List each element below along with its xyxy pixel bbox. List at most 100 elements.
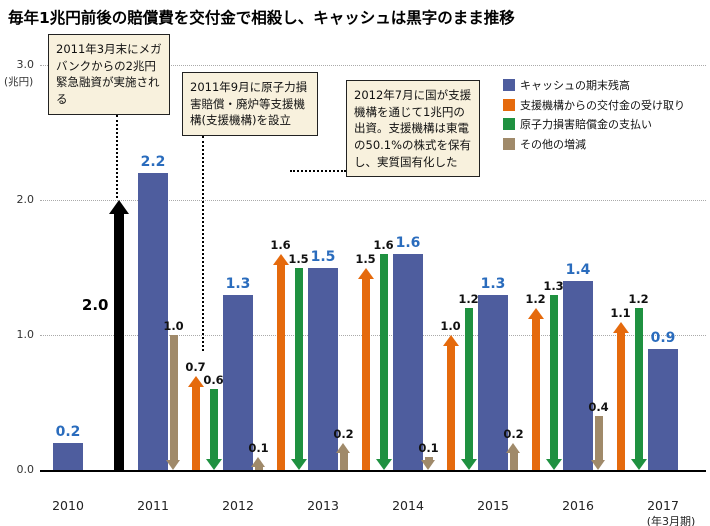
grant-arrow-2011-2012-value: 0.7	[185, 359, 206, 374]
cash-bar-2016	[563, 281, 593, 470]
y-axis-tick-label: 0.0	[16, 463, 35, 476]
loan-arrow-value: 2.0	[81, 296, 109, 314]
grant-arrow-2015-2016-value: 1.2	[525, 292, 546, 306]
x-axis-year-label-2013: 2013	[307, 498, 339, 513]
cash-bar-2015	[478, 294, 508, 470]
cash-bar-2010	[53, 443, 83, 470]
grant-arrow-2012-2013-value: 1.6	[270, 238, 291, 252]
legend-item-3: その他の増減	[503, 136, 685, 152]
cash-bar-value-2010: 0.2	[55, 424, 81, 440]
legend-item-1: 支援機構からの交付金の受け取り	[503, 97, 685, 113]
cash-bar-value-2013: 1.5	[310, 248, 336, 265]
legend-swatch	[503, 118, 515, 130]
annotation-connector-2	[202, 136, 204, 351]
legend-item-0: キャッシュの期末残高	[503, 77, 685, 93]
other-change-arrow-2015-2016-shaft	[509, 453, 518, 470]
x-axis-year-label-2014: 2014	[392, 498, 424, 513]
legend-label: 原子力損害賠償金の支払い	[520, 118, 652, 131]
loan-arrow-shaft	[113, 214, 124, 470]
compensation-arrow-2011-2012-value: 0.6	[203, 373, 224, 387]
other-change-arrow-2011-2012-head	[166, 460, 180, 470]
page-title: 毎年1兆円前後の賠償費を交付金で相殺し、キャッシュは黒字のまま推移	[8, 9, 515, 27]
compensation-arrow-2016-2017-head	[630, 459, 647, 470]
compensation-arrow-2012-2013-head	[290, 459, 307, 470]
gridline	[40, 65, 706, 66]
cash-bar-value-2016: 1.4	[565, 262, 591, 278]
grant-arrow-2011-2012-head	[187, 375, 204, 387]
loan-arrow-head	[108, 200, 129, 214]
grant-arrow-2016-2017-value: 1.1	[610, 305, 631, 320]
compensation-arrow-2016-2017-shaft	[634, 308, 643, 459]
grant-arrow-2014-2015-head	[442, 335, 459, 346]
legend-swatch	[503, 137, 515, 150]
compensation-arrow-2016-2017-value: 1.2	[628, 292, 649, 306]
y-axis-tick-label: 1.0	[16, 328, 35, 341]
x-axis-year-label-2016: 2016	[562, 498, 594, 513]
compensation-arrow-2013-2014-shaft	[379, 254, 388, 459]
cash-bar-2012	[223, 294, 253, 470]
other-change-arrow-2013-2014-shaft	[339, 453, 348, 470]
compensation-arrow-2011-2012-head	[205, 459, 222, 470]
other-change-arrow-2016-2017-value: 0.4	[588, 400, 609, 414]
grant-arrow-2013-2014-shaft	[361, 278, 370, 470]
other-change-arrow-2011-2012-shaft	[169, 335, 178, 460]
other-change-arrow-2015-2016-head	[506, 443, 520, 453]
legend-label: 支援機構からの交付金の受け取り	[520, 98, 685, 112]
other-change-arrow-2014-2015-value: 0.1	[418, 440, 439, 455]
annotation-nationalization: 2012年7月に国が支援機構を通じて1兆円の出資。支援機構は東電の50.1%の株…	[346, 80, 480, 178]
grant-arrow-2016-2017-shaft	[616, 332, 625, 470]
annotation-connector-1	[116, 115, 118, 198]
legend-label: その他の増減	[520, 137, 586, 151]
compensation-arrow-2014-2015-head	[460, 459, 477, 470]
compensation-arrow-2015-2016-shaft	[549, 294, 558, 459]
y-axis-unit-label: (兆円)	[4, 76, 34, 88]
x-axis-year-label-2015: 2015	[477, 498, 509, 513]
other-change-arrow-2012-2013-head	[251, 456, 265, 467]
x-axis-line	[40, 470, 706, 472]
x-axis-year-label-2011: 2011	[137, 498, 169, 513]
compensation-arrow-2012-2013-value: 1.5	[288, 251, 309, 266]
other-change-arrow-2015-2016-value: 0.2	[503, 427, 524, 441]
grant-arrow-2014-2015-shaft	[446, 346, 455, 470]
cash-bar-2014	[393, 254, 423, 470]
grant-arrow-2013-2014-value: 1.5	[355, 251, 376, 266]
cash-bar-value-2011: 2.2	[140, 154, 166, 170]
grant-arrow-2014-2015-value: 1.0	[440, 319, 461, 333]
annotation-support-corporation: 2011年9月に原子力損害賠償・廃炉等支援機構(支援機構)を設立	[182, 72, 318, 137]
legend-label: キャッシュの期末残高	[520, 79, 630, 92]
annotation-megabank-loan: 2011年3月末にメガバンクからの2兆円緊急融資が実施される	[48, 34, 170, 115]
compensation-arrow-2015-2016-head	[545, 459, 562, 470]
other-change-arrow-2013-2014-value: 0.2	[333, 427, 354, 441]
compensation-arrow-2014-2015-value: 1.2	[458, 292, 479, 306]
other-change-arrow-2011-2012-value: 1.0	[163, 319, 184, 333]
legend-swatch	[503, 79, 515, 91]
compensation-arrow-2015-2016-value: 1.3	[543, 278, 564, 293]
grant-arrow-2012-2013-shaft	[276, 265, 285, 470]
gridline	[40, 200, 706, 201]
other-change-arrow-2012-2013-shaft	[254, 466, 263, 470]
other-change-arrow-2016-2017-head	[591, 460, 605, 470]
compensation-arrow-2012-2013-shaft	[294, 267, 303, 459]
cash-bar-value-2014: 1.6	[395, 235, 421, 251]
compensation-arrow-2014-2015-shaft	[464, 308, 473, 459]
grant-arrow-2015-2016-shaft	[531, 319, 540, 470]
other-change-arrow-2014-2015-shaft	[424, 456, 433, 460]
cash-bar-2017	[648, 348, 678, 470]
y-axis-tick-label: 2.0	[16, 193, 35, 206]
chart-legend: キャッシュの期末残高支援機構からの交付金の受け取り 原子力損害賠償金の支払い その他…	[503, 77, 685, 155]
cash-bar-value-2015: 1.3	[480, 275, 506, 292]
grant-arrow-2012-2013-head	[272, 254, 289, 265]
legend-swatch	[503, 98, 515, 111]
cash-bar-2011	[138, 173, 168, 470]
y-axis-tick-label: 3.0	[16, 58, 35, 71]
other-change-arrow-2016-2017-shaft	[594, 416, 603, 460]
gridline	[40, 335, 706, 336]
cash-bar-value-2012: 1.3	[225, 275, 251, 292]
x-axis-year-label-2012: 2012	[222, 498, 254, 513]
grant-arrow-2011-2012-shaft	[191, 386, 200, 470]
grant-arrow-2016-2017-head	[612, 321, 629, 333]
other-change-arrow-2014-2015-head	[421, 460, 435, 470]
legend-item-2: 原子力損害賠償金の支払い	[503, 116, 685, 132]
